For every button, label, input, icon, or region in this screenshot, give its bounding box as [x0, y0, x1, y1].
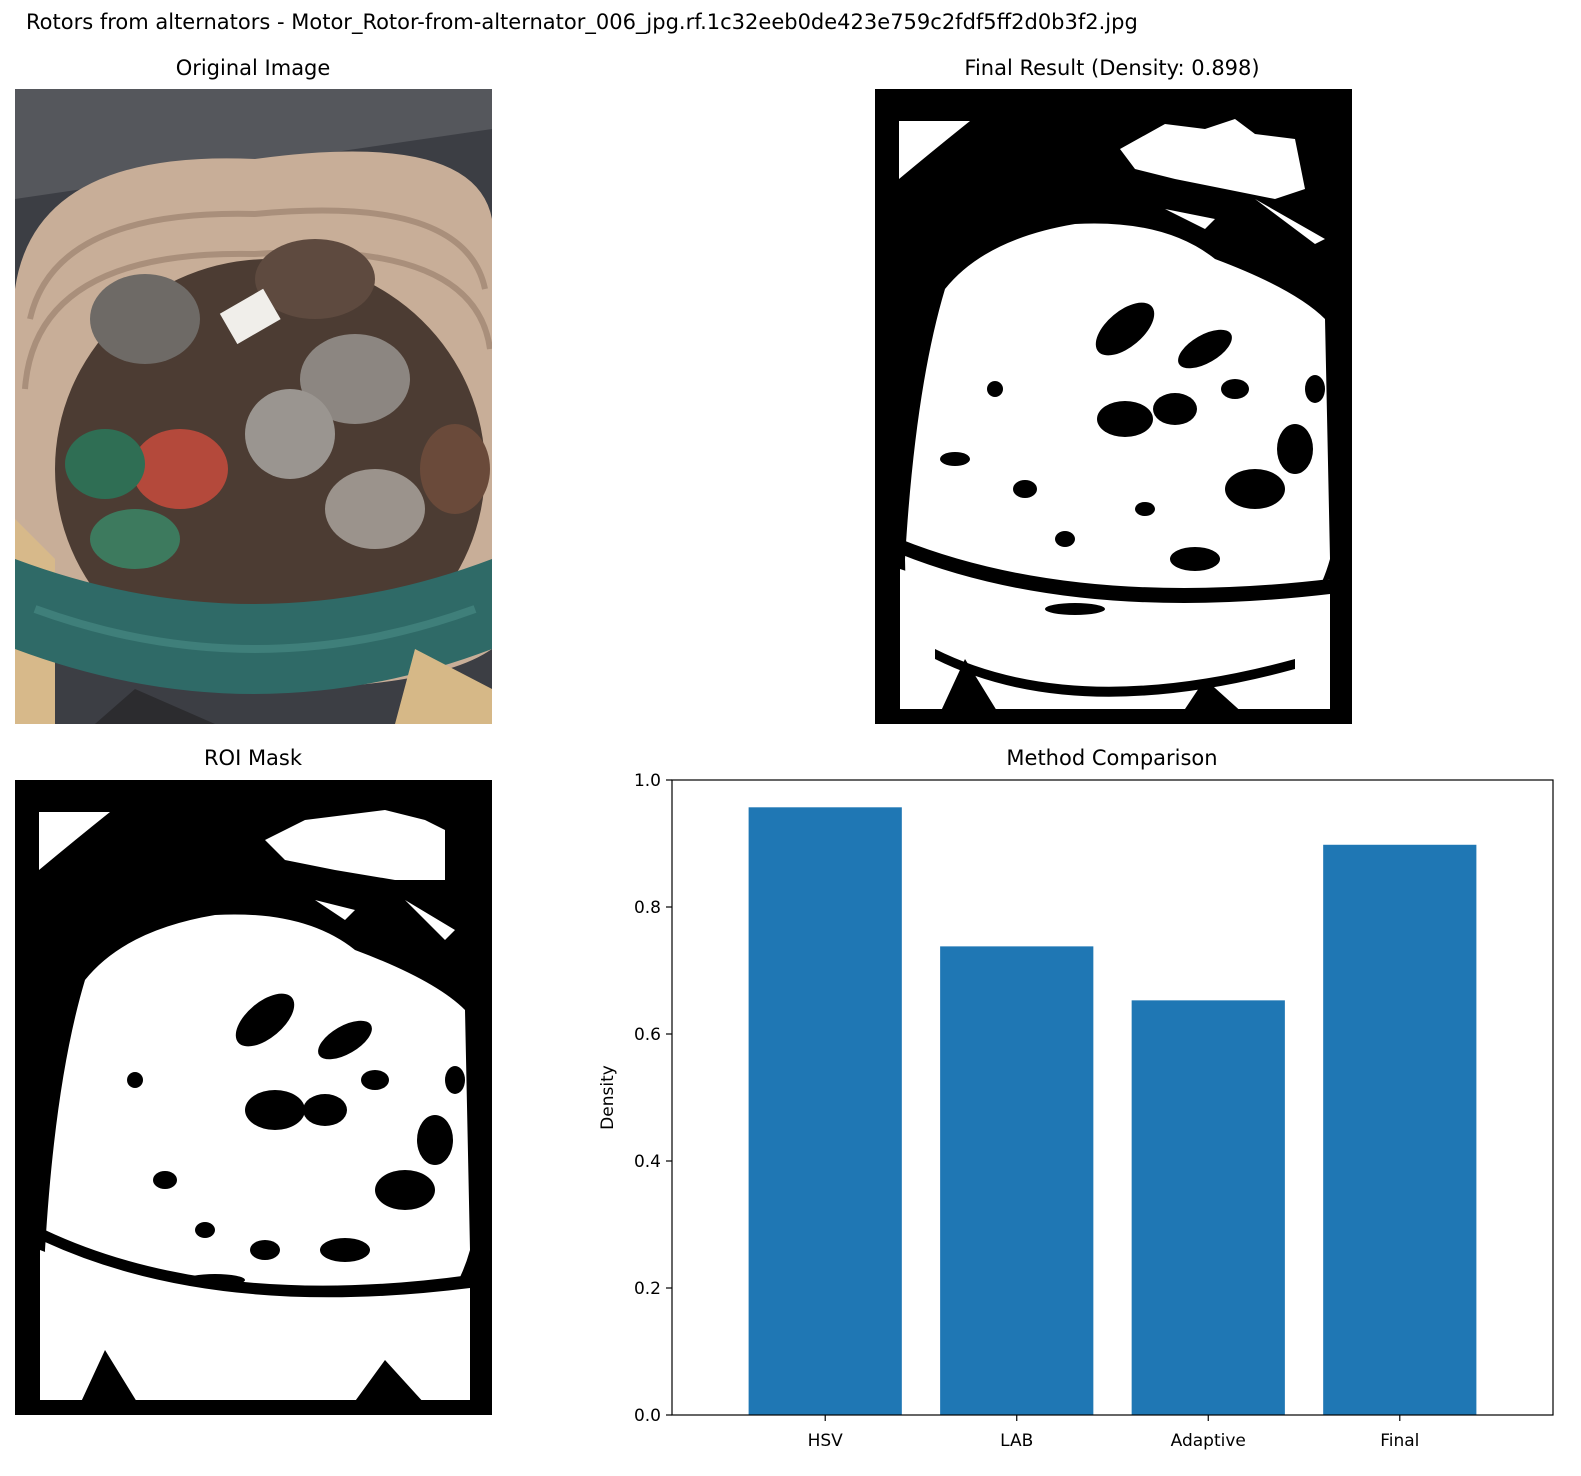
final-result-title: Final Result (Density: 0.898) — [964, 56, 1260, 80]
original-image — [15, 89, 492, 724]
y-tick-label: 0.6 — [634, 1025, 661, 1045]
y-axis-label: Density — [598, 1065, 618, 1130]
x-tick-label: LAB — [1000, 1431, 1033, 1451]
roi-mask-title: ROI Mask — [203, 746, 303, 770]
original-image-title: Original Image — [175, 56, 331, 80]
plot-frame — [671, 779, 1554, 1416]
x-tick-label: Adaptive — [1171, 1431, 1246, 1451]
chart-title: Method Comparison — [1006, 746, 1218, 770]
bar-final — [1323, 844, 1477, 1415]
y-tick-label: 0.0 — [634, 1406, 661, 1426]
x-tick-label: HSV — [808, 1431, 844, 1451]
final-result-mask — [875, 89, 1352, 724]
bar-lab — [940, 946, 1094, 1415]
roi-mask — [15, 780, 492, 1415]
x-tick-label: Final — [1380, 1431, 1419, 1451]
figure-suptitle: Rotors from alternators - Motor_Rotor-fr… — [26, 10, 1138, 34]
bar-adaptive — [1131, 1000, 1285, 1415]
y-tick-label: 0.4 — [634, 1152, 661, 1172]
y-tick-label: 1.0 — [634, 771, 661, 791]
y-tick-label: 0.8 — [634, 898, 661, 918]
bar-hsv — [748, 807, 902, 1415]
y-tick-label: 0.2 — [634, 1279, 661, 1299]
